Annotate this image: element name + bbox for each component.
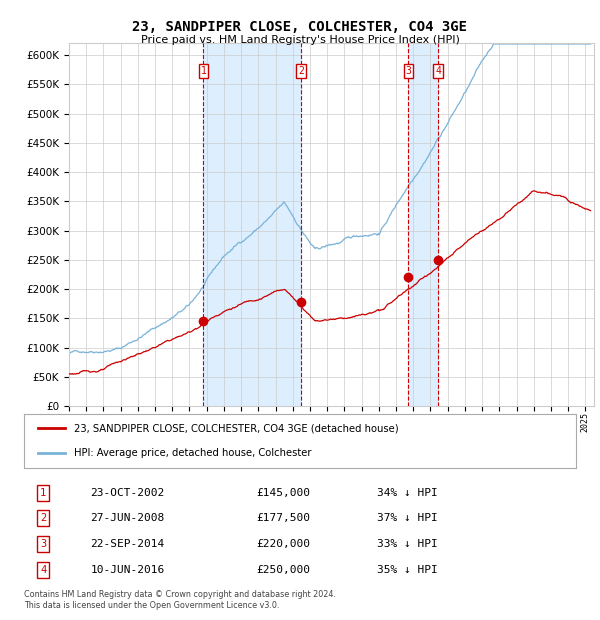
Text: £250,000: £250,000 — [256, 565, 310, 575]
Bar — [203, 43, 301, 406]
Text: 2: 2 — [40, 513, 46, 523]
Text: Price paid vs. HM Land Registry's House Price Index (HPI): Price paid vs. HM Land Registry's House … — [140, 35, 460, 45]
Text: 23, SANDPIPER CLOSE, COLCHESTER, CO4 3GE: 23, SANDPIPER CLOSE, COLCHESTER, CO4 3GE — [133, 20, 467, 34]
Text: This data is licensed under the Open Government Licence v3.0.: This data is licensed under the Open Gov… — [24, 601, 280, 611]
Text: 2: 2 — [298, 66, 304, 76]
Text: 4: 4 — [435, 66, 441, 76]
Text: 33% ↓ HPI: 33% ↓ HPI — [377, 539, 438, 549]
Text: £145,000: £145,000 — [256, 489, 310, 498]
Text: 34% ↓ HPI: 34% ↓ HPI — [377, 489, 438, 498]
Text: 1: 1 — [40, 489, 46, 498]
Text: 27-JUN-2008: 27-JUN-2008 — [90, 513, 164, 523]
Text: 10-JUN-2016: 10-JUN-2016 — [90, 565, 164, 575]
Text: £177,500: £177,500 — [256, 513, 310, 523]
Text: 23-OCT-2002: 23-OCT-2002 — [90, 489, 164, 498]
Text: Contains HM Land Registry data © Crown copyright and database right 2024.: Contains HM Land Registry data © Crown c… — [24, 590, 336, 600]
Text: HPI: Average price, detached house, Colchester: HPI: Average price, detached house, Colc… — [74, 448, 311, 458]
Text: £220,000: £220,000 — [256, 539, 310, 549]
Text: 37% ↓ HPI: 37% ↓ HPI — [377, 513, 438, 523]
Text: 3: 3 — [40, 539, 46, 549]
Text: 3: 3 — [406, 66, 412, 76]
Bar — [409, 43, 438, 406]
Text: 22-SEP-2014: 22-SEP-2014 — [90, 539, 164, 549]
Text: 1: 1 — [200, 66, 206, 76]
Text: 35% ↓ HPI: 35% ↓ HPI — [377, 565, 438, 575]
Text: 4: 4 — [40, 565, 46, 575]
Text: 23, SANDPIPER CLOSE, COLCHESTER, CO4 3GE (detached house): 23, SANDPIPER CLOSE, COLCHESTER, CO4 3GE… — [74, 423, 398, 433]
